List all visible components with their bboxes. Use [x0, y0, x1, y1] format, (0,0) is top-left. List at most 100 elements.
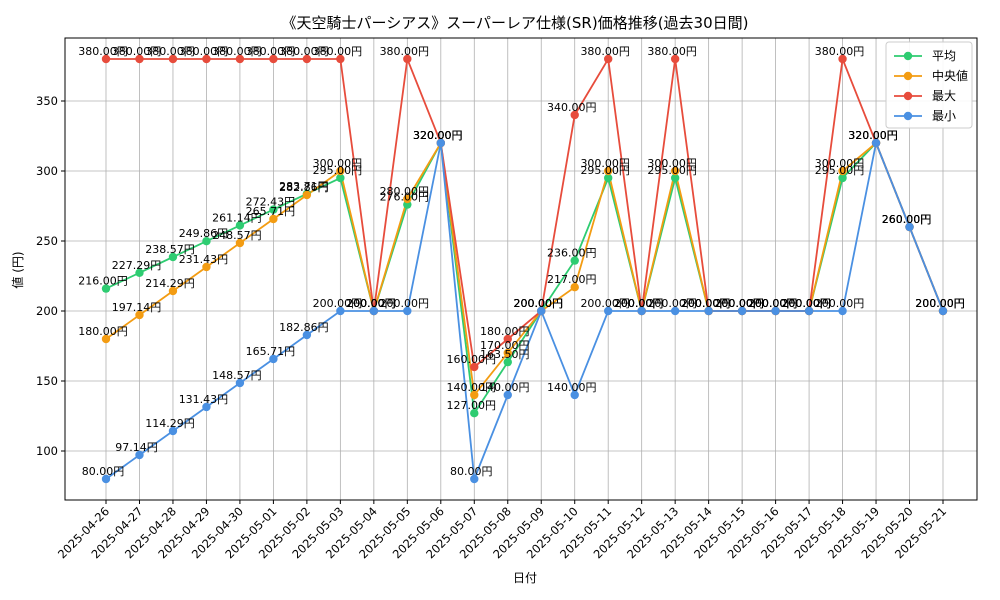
data-label: 295.00円	[815, 164, 865, 177]
data-label: 200.00円	[714, 297, 764, 310]
data-label: 200.00円	[781, 297, 831, 310]
data-point	[302, 330, 312, 340]
data-point	[470, 390, 479, 400]
data-point	[336, 173, 345, 183]
data-label: 200.00円	[346, 297, 396, 310]
data-point	[838, 306, 847, 316]
data-label: 200.00円	[346, 297, 396, 310]
data-point	[135, 268, 144, 277]
data-point	[403, 306, 412, 316]
data-label: 180.00円	[480, 325, 530, 338]
data-point	[269, 54, 278, 64]
data-point	[838, 166, 847, 176]
data-label: 380.00円	[78, 45, 128, 58]
legend-label: 最小	[932, 109, 956, 123]
data-label: 200.00円	[781, 297, 831, 310]
data-label: 182.86円	[279, 321, 329, 334]
data-label: 280.00円	[380, 185, 430, 198]
y-tick-label: 300	[36, 164, 58, 178]
data-point	[235, 54, 245, 64]
data-point	[436, 138, 445, 148]
data-label: 380.00円	[815, 45, 865, 58]
chart-title: 《天空騎士パーシアス》スーパーレア仕様(SR)価格推移(過去30日間)	[282, 14, 749, 32]
plot-frame	[64, 37, 978, 501]
data-labels: 216.00円 227.29円 238.57円 249.86円 261.14円 272.4…	[78, 45, 965, 478]
data-point	[537, 306, 546, 316]
data-point	[704, 306, 713, 316]
data-label: 200.00円	[681, 297, 731, 310]
data-point	[202, 262, 211, 272]
data-point	[838, 54, 847, 64]
data-label: 200.00円	[513, 297, 563, 310]
data-point	[101, 284, 111, 293]
data-label: 380.00円	[313, 45, 363, 58]
grid	[65, 38, 977, 500]
data-label: 200.00円	[313, 297, 363, 310]
series-markers	[101, 54, 948, 484]
data-point	[871, 138, 881, 148]
data-label: 231.43円	[179, 253, 229, 266]
data-point	[670, 54, 680, 64]
data-label: 300.00円	[580, 157, 630, 170]
data-point	[403, 194, 412, 204]
y-tick-label: 250	[36, 234, 58, 248]
data-point	[570, 390, 579, 400]
data-label: 200.00円	[781, 297, 831, 310]
data-point	[804, 306, 814, 316]
data-label: 295.00円	[313, 164, 363, 177]
y-tick-label: 150	[36, 374, 58, 388]
data-label: 97.14円	[115, 441, 158, 454]
data-label: 200.00円	[513, 297, 563, 310]
data-point	[336, 54, 345, 64]
y-axis-ticks: 100 150 200 250 300 350	[36, 94, 65, 458]
data-point	[938, 306, 948, 316]
data-label: 200.00円	[748, 297, 798, 310]
y-axis-label: 値 (円)	[10, 251, 25, 288]
data-point	[838, 173, 847, 183]
legend-box	[885, 41, 973, 129]
data-label: 140.00円	[447, 381, 497, 394]
data-label: 300.00円	[313, 157, 363, 170]
data-label: 200.00円	[380, 297, 430, 310]
data-label: 300.00円	[815, 157, 865, 170]
data-label: 200.00円	[815, 297, 865, 310]
data-point	[235, 378, 245, 388]
y-tick-label: 100	[36, 444, 58, 458]
data-point	[336, 306, 345, 316]
data-label: 170.00円	[480, 339, 530, 352]
data-label: 200.00円	[681, 297, 731, 310]
data-point	[737, 306, 747, 316]
data-label: 265.71円	[246, 205, 296, 218]
data-point	[101, 334, 111, 344]
data-label: 248.57円	[212, 229, 262, 242]
data-point	[670, 306, 680, 316]
data-label: 340.00円	[547, 101, 597, 114]
data-point	[101, 54, 111, 64]
data-point	[403, 54, 412, 64]
data-label: 200.00円	[614, 297, 664, 310]
x-axis-label: 日付	[513, 571, 537, 585]
data-point	[269, 214, 278, 224]
data-point	[135, 450, 144, 460]
legend-label: 中央値	[932, 68, 968, 83]
legend-marker	[903, 111, 913, 121]
data-label: 216.00円	[78, 275, 128, 288]
data-label: 260.00円	[882, 213, 932, 226]
data-point	[235, 238, 245, 248]
data-label: 320.00円	[413, 129, 463, 142]
data-point	[269, 354, 278, 364]
data-point	[302, 190, 312, 200]
y-tick-label: 200	[36, 304, 58, 318]
data-label: 200.00円	[614, 297, 664, 310]
data-label: 200.00円	[647, 297, 697, 310]
legend-marker	[903, 91, 913, 101]
data-point	[470, 409, 479, 418]
data-label: 200.00円	[346, 297, 396, 310]
data-point	[905, 222, 914, 232]
data-label: 200.00円	[714, 297, 764, 310]
data-label: 200.00円	[748, 297, 798, 310]
data-point	[570, 283, 579, 292]
legend-label: 最大	[932, 89, 956, 103]
